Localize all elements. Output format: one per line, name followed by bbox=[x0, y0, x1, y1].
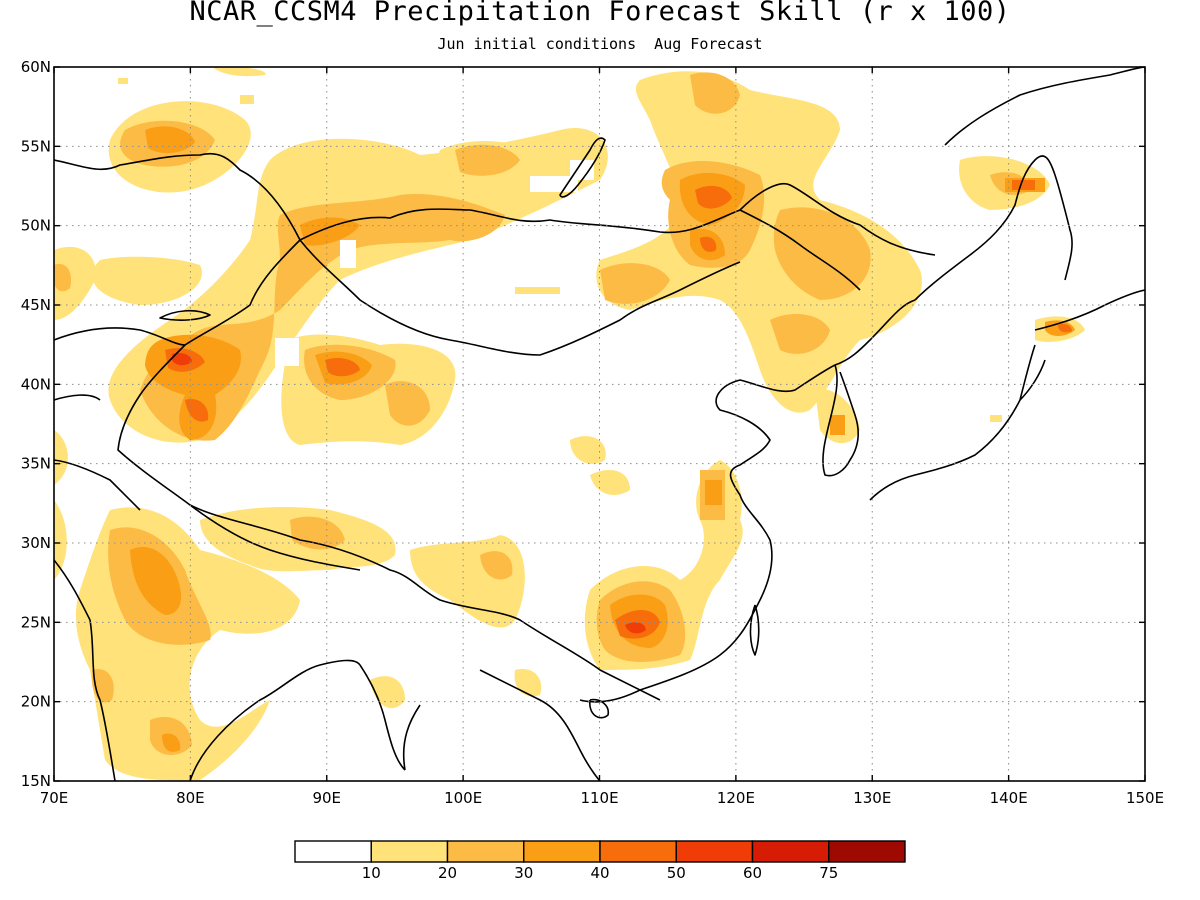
skill-area bbox=[185, 399, 209, 422]
colorbar-swatch bbox=[523, 840, 601, 863]
skill-area bbox=[240, 95, 254, 104]
lat-tick-label: 35N bbox=[21, 455, 51, 473]
coastline bbox=[479, 669, 641, 781]
colorbar-swatch bbox=[751, 840, 830, 863]
border-line bbox=[299, 183, 936, 256]
skill-area bbox=[162, 733, 181, 752]
colorbar-swatch bbox=[828, 840, 906, 863]
coastline bbox=[822, 364, 860, 477]
lon-tick-label: 120E bbox=[717, 789, 755, 807]
skill-area bbox=[455, 144, 520, 176]
skill-area bbox=[1058, 323, 1072, 333]
masked-cell bbox=[570, 160, 594, 180]
skill-area bbox=[515, 287, 560, 294]
coastline bbox=[359, 664, 421, 771]
colorbar-label: 20 bbox=[437, 864, 458, 882]
skill-area bbox=[990, 415, 1002, 422]
grid-lines bbox=[54, 67, 1145, 781]
skill-shading bbox=[54, 67, 1085, 781]
border-line bbox=[299, 239, 741, 356]
skill-area bbox=[325, 358, 360, 377]
lake-outline bbox=[559, 137, 606, 198]
colorbar-label: 50 bbox=[666, 864, 686, 882]
coastline bbox=[914, 155, 1073, 301]
skill-area bbox=[300, 217, 360, 246]
masked-cell bbox=[340, 240, 356, 268]
lat-tick-label: 45N bbox=[21, 296, 51, 314]
skill-area bbox=[130, 546, 182, 615]
colorbar-label: 30 bbox=[514, 864, 534, 882]
lat-tick-label: 55N bbox=[21, 137, 51, 155]
colorbar-label: 10 bbox=[361, 864, 381, 882]
skill-area bbox=[705, 480, 722, 505]
colorbar-swatch bbox=[599, 840, 677, 863]
colorbar bbox=[294, 840, 906, 863]
skill-area bbox=[54, 430, 68, 485]
skill-area bbox=[172, 352, 192, 366]
skill-area bbox=[773, 207, 871, 300]
border-line bbox=[189, 504, 361, 571]
chart-title: NCAR_CCSM4 Precipitation Forecast Skill … bbox=[189, 0, 1011, 27]
skill-area bbox=[625, 622, 646, 634]
skill-area bbox=[690, 72, 740, 114]
skill-area bbox=[570, 436, 606, 464]
lat-tick-label: 15N bbox=[21, 772, 51, 790]
skill-area bbox=[1012, 180, 1035, 190]
coastline bbox=[944, 67, 1145, 146]
lat-tick-label: 50N bbox=[21, 217, 51, 235]
skill-area bbox=[600, 263, 670, 304]
skill-area bbox=[385, 381, 430, 426]
lat-tick-label: 40N bbox=[21, 375, 51, 393]
skill-area bbox=[118, 78, 128, 84]
skill-area bbox=[514, 669, 542, 697]
lon-tick-label: 140E bbox=[990, 789, 1028, 807]
colorbar-swatch bbox=[294, 840, 372, 863]
skill-area bbox=[480, 551, 513, 580]
lat-tick-label: 25N bbox=[21, 613, 51, 631]
colorbar-label: 40 bbox=[590, 864, 610, 882]
skill-area bbox=[770, 314, 830, 354]
border-line bbox=[739, 209, 861, 291]
coastline bbox=[869, 289, 1145, 501]
skill-area bbox=[700, 236, 717, 252]
skill-area bbox=[54, 500, 67, 580]
colorbar-label: 75 bbox=[819, 864, 839, 882]
lon-tick-label: 130E bbox=[853, 789, 891, 807]
skill-area bbox=[410, 535, 525, 628]
skill-area bbox=[92, 256, 202, 305]
lat-tick-label: 30N bbox=[21, 534, 51, 552]
lon-tick-label: 100E bbox=[444, 789, 482, 807]
masked-cell bbox=[530, 176, 578, 192]
lon-tick-label: 110E bbox=[580, 789, 618, 807]
lon-tick-label: 90E bbox=[312, 789, 341, 807]
skill-area bbox=[590, 470, 630, 495]
coastline bbox=[54, 559, 361, 781]
chart-subtitle: Jun initial conditions Aug Forecast bbox=[437, 35, 763, 53]
skill-area bbox=[54, 246, 96, 320]
border-line bbox=[54, 394, 141, 511]
lon-tick-label: 70E bbox=[40, 789, 69, 807]
colorbar-swatch bbox=[446, 840, 525, 863]
masked-cell bbox=[275, 338, 299, 366]
border-line bbox=[117, 239, 661, 701]
skill-area bbox=[54, 263, 72, 292]
masked-cells bbox=[275, 160, 594, 366]
lat-tick-label: 60N bbox=[21, 58, 51, 76]
skill-area bbox=[830, 415, 845, 435]
axes: 70E 80E 90E 100E 110E 120E 130E 140E 150E 15N 20N 2… bbox=[21, 58, 1164, 807]
skill-area bbox=[212, 67, 266, 77]
lat-tick-label: 20N bbox=[21, 693, 51, 711]
lon-tick-label: 150E bbox=[1126, 789, 1164, 807]
skill-level-5-areas bbox=[172, 352, 646, 634]
border-line bbox=[54, 152, 301, 346]
skill-area bbox=[695, 185, 732, 209]
colorbar-swatch bbox=[675, 840, 754, 863]
skill-area bbox=[596, 71, 922, 413]
lon-tick-label: 80E bbox=[176, 789, 205, 807]
colorbar-label: 60 bbox=[742, 864, 763, 882]
lake-outline bbox=[159, 309, 211, 321]
colorbar-swatch bbox=[370, 840, 449, 863]
